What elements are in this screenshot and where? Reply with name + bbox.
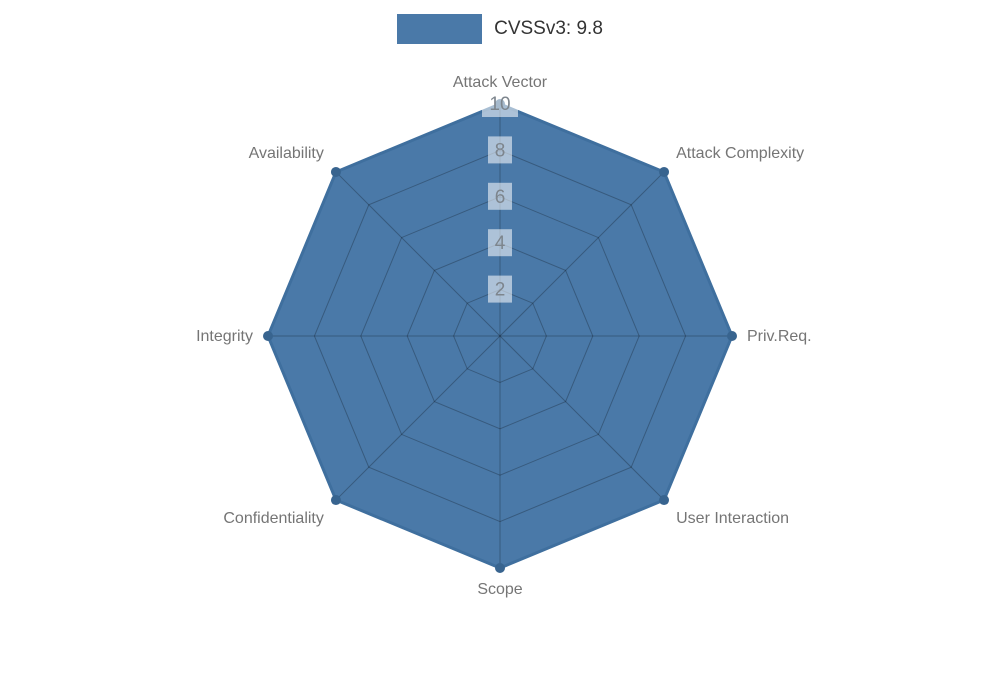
axis-label: Priv.Req. bbox=[747, 328, 812, 345]
series-marker bbox=[263, 331, 273, 341]
grid-ring bbox=[406, 242, 594, 430]
axis-label: Scope bbox=[477, 581, 522, 598]
tick-label: 10 bbox=[489, 94, 510, 115]
tick-bg bbox=[488, 275, 512, 303]
tick-bg bbox=[482, 90, 518, 117]
tick-label: 8 bbox=[495, 140, 506, 161]
series-fill bbox=[268, 104, 732, 568]
legend-label: CVSSv3: 9.8 bbox=[494, 18, 603, 39]
axis-label: Integrity bbox=[196, 328, 253, 345]
series-marker bbox=[330, 166, 341, 177]
tick-bg bbox=[488, 136, 512, 164]
axis-label: Availability bbox=[249, 145, 324, 162]
grid-ring bbox=[360, 196, 640, 476]
series-marker bbox=[330, 495, 341, 506]
axis-label: Confidentiality bbox=[223, 510, 324, 527]
chart-legend: CVSSv3: 9.8 bbox=[0, 14, 1000, 44]
legend-swatch bbox=[397, 14, 483, 44]
grid-spoke bbox=[335, 335, 501, 501]
tick-label: 6 bbox=[495, 187, 506, 208]
series-marker bbox=[495, 563, 505, 573]
grid-ring bbox=[453, 289, 547, 383]
tick-bg bbox=[488, 182, 512, 210]
series-marker bbox=[659, 166, 670, 177]
grid-spoke bbox=[335, 171, 501, 337]
axis-label: Attack Complexity bbox=[676, 145, 804, 162]
series-marker bbox=[659, 495, 670, 506]
grid-ring bbox=[313, 149, 687, 523]
tick-label: 2 bbox=[495, 280, 506, 301]
tick-label: 4 bbox=[495, 233, 506, 254]
axis-label: Attack Vector bbox=[453, 74, 548, 91]
series-marker bbox=[727, 331, 737, 341]
tick-bg bbox=[488, 229, 512, 257]
grid-spoke bbox=[499, 171, 665, 337]
axis-label: User Interaction bbox=[676, 510, 789, 527]
grid-spoke bbox=[499, 335, 665, 501]
